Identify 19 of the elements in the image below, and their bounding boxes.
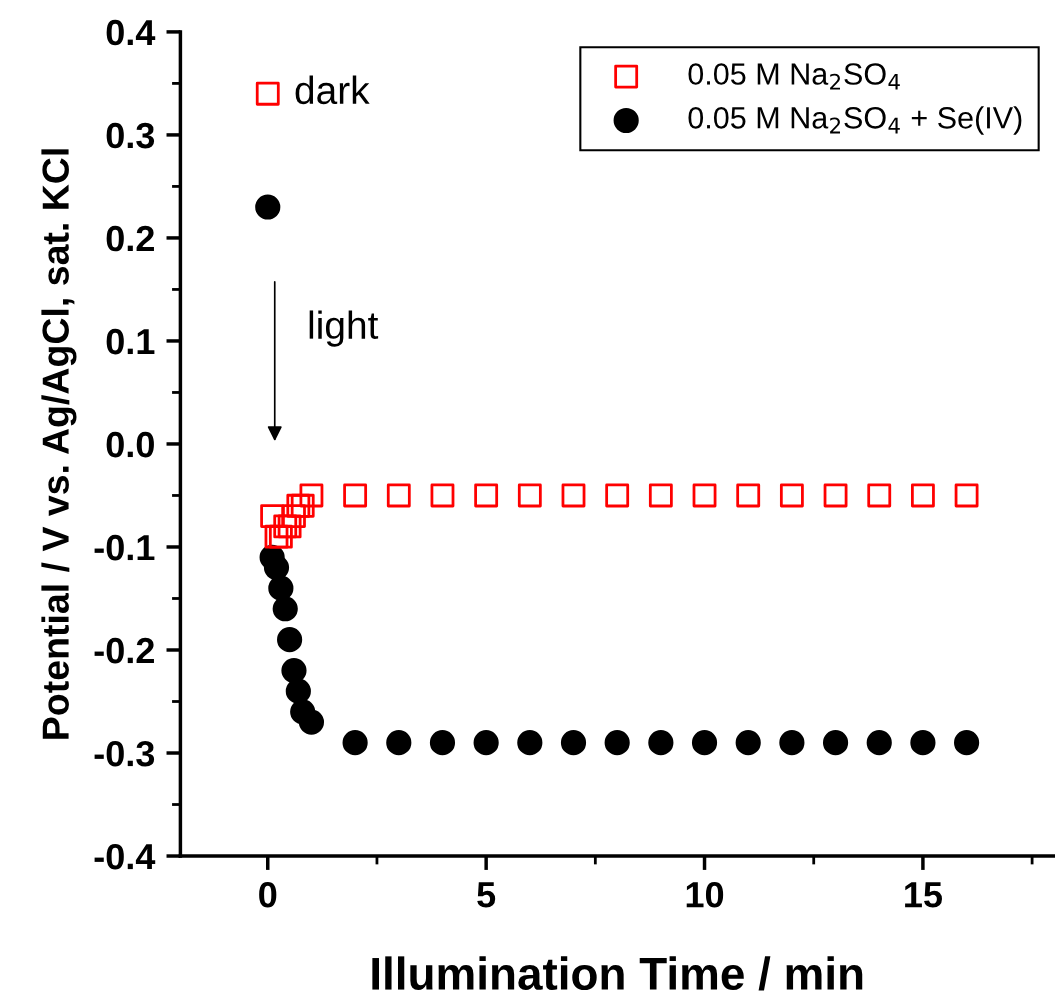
y-tick-label: 0.3: [106, 122, 155, 149]
y-tick-label: 0.4: [106, 19, 156, 46]
y-tick-label: 0.2: [106, 225, 154, 252]
x-tick-label: 0: [259, 881, 277, 908]
x-tick-label: 5: [477, 882, 496, 908]
x-axis-title: Illumination Time / min: [372, 956, 863, 991]
y-tick-label: 0.0: [106, 431, 154, 458]
y-axis-title: Potential / V vs. Ag/AgCl, sat. KCl: [41, 149, 77, 739]
y-tick-label: -0.1: [94, 534, 155, 561]
x-tick-label: 15: [905, 882, 942, 908]
annotation: light: [309, 310, 379, 347]
y-tick-label: -0.2: [94, 637, 154, 664]
y-tick-label: -0.3: [94, 740, 155, 767]
y-tick-label: 0.1: [106, 328, 155, 355]
x-tick-label: 10: [686, 881, 724, 908]
legend-label: 0.05 M Na$_{2}$SO$_{4}$: [688, 63, 900, 90]
legend-label: 0.05 M Na$_{2}$SO$_{4}$ + Se(IV): [688, 106, 1022, 135]
annotation: dark: [295, 75, 370, 105]
y-tick-label: -0.4: [94, 843, 156, 870]
